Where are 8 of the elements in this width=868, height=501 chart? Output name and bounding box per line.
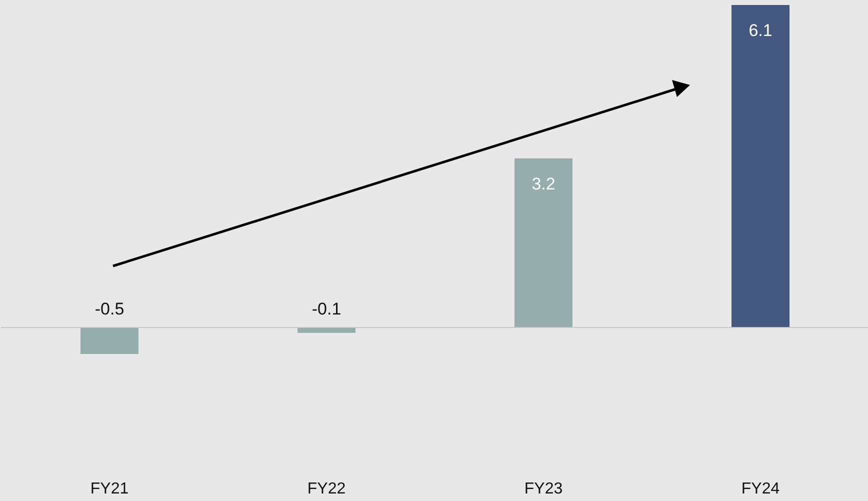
x-tick-label: FY23: [524, 480, 563, 498]
data-label: -0.1: [312, 300, 342, 319]
data-label: 6.1: [748, 21, 772, 40]
x-tick-label: FY22: [307, 480, 346, 498]
x-tick-label: FY24: [741, 480, 780, 498]
data-label: 3.2: [532, 174, 556, 194]
data-label: -0.5: [94, 300, 124, 319]
x-tick-label: FY21: [90, 480, 129, 498]
